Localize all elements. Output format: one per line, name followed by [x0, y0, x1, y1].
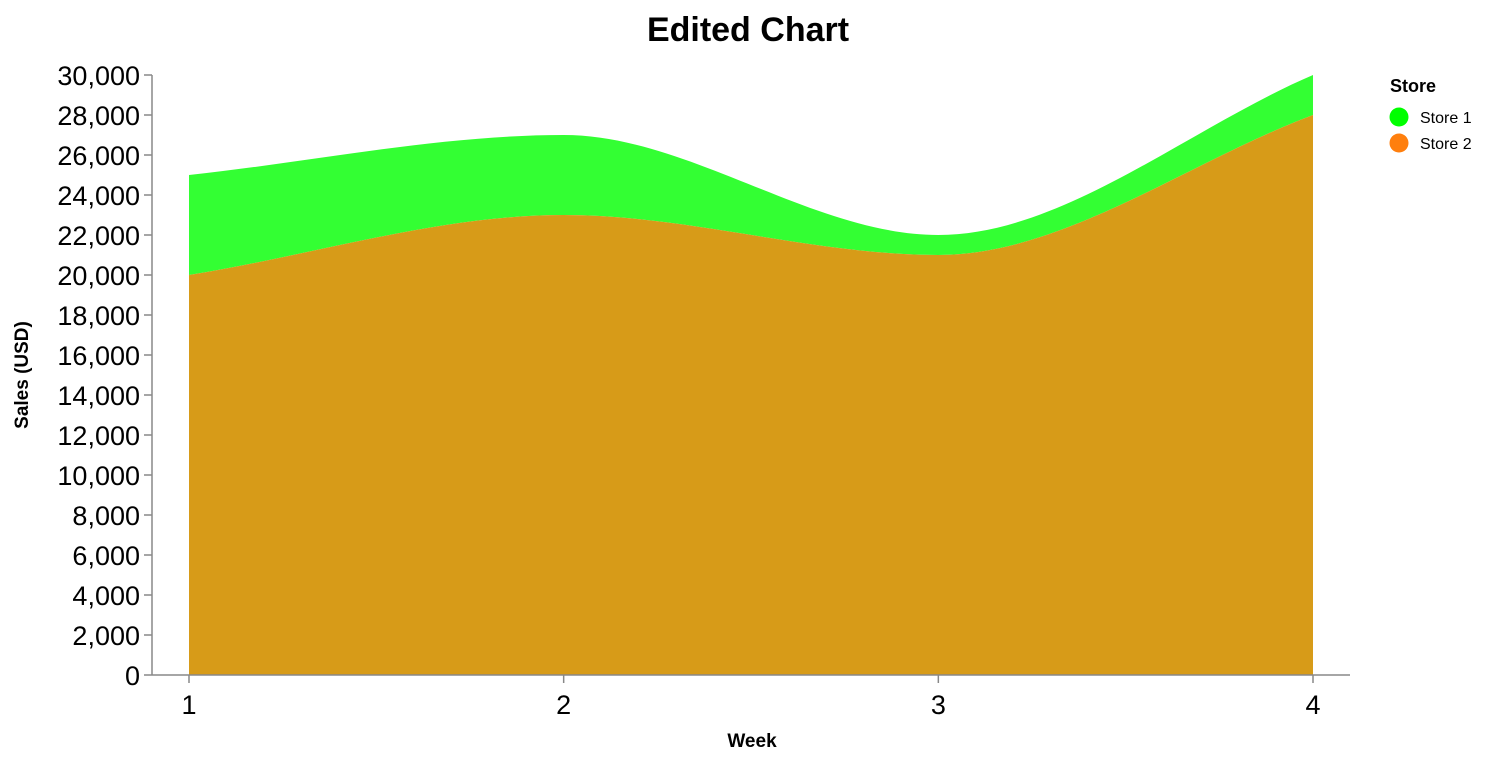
legend-label: Store 1 [1420, 110, 1472, 127]
y-axis: 0 2,000 4,000 6,000 8,000 10,000 12,000 14,000 1… [57, 61, 153, 691]
legend-title: Store [1390, 76, 1436, 96]
x-tick-label: 4 [1305, 690, 1320, 720]
y-tick-label: 30,000 [57, 61, 140, 91]
x-axis: 1 2 3 4 [152, 674, 1350, 720]
y-tick-label: 28,000 [57, 101, 140, 131]
area-layer [189, 75, 1313, 675]
y-tick-label: 14,000 [57, 381, 140, 411]
y-tick-label: 2,000 [72, 621, 140, 651]
y-tick-label: 24,000 [57, 181, 140, 211]
y-tick-label: 8,000 [72, 501, 140, 531]
y-tick-label: 6,000 [72, 541, 140, 571]
y-tick-label: 12,000 [57, 421, 140, 451]
y-axis-title: Sales (USD) [12, 321, 33, 429]
y-tick-label: 0 [125, 661, 140, 691]
chart-title: Edited Chart [647, 11, 849, 49]
x-tick-label: 3 [931, 690, 946, 720]
area-series-store-1 [189, 75, 1313, 275]
x-tick-label: 1 [181, 690, 196, 720]
x-tick-label: 2 [556, 690, 571, 720]
legend: Store Store 1 Store 2 [1389, 76, 1472, 153]
y-tick-label: 22,000 [57, 221, 140, 251]
area-series-store-2 [189, 115, 1313, 675]
y-tick-label: 16,000 [57, 341, 140, 371]
y-tick-label: 20,000 [57, 261, 140, 291]
y-tick-label: 10,000 [57, 461, 140, 491]
y-tick-label: 26,000 [57, 141, 140, 171]
y-tick-label: 18,000 [57, 301, 140, 331]
x-axis-title: Week [727, 731, 777, 752]
legend-label: Store 2 [1420, 136, 1472, 153]
legend-swatch [1389, 133, 1409, 153]
legend-swatch [1389, 107, 1409, 127]
y-tick-label: 4,000 [72, 581, 140, 611]
